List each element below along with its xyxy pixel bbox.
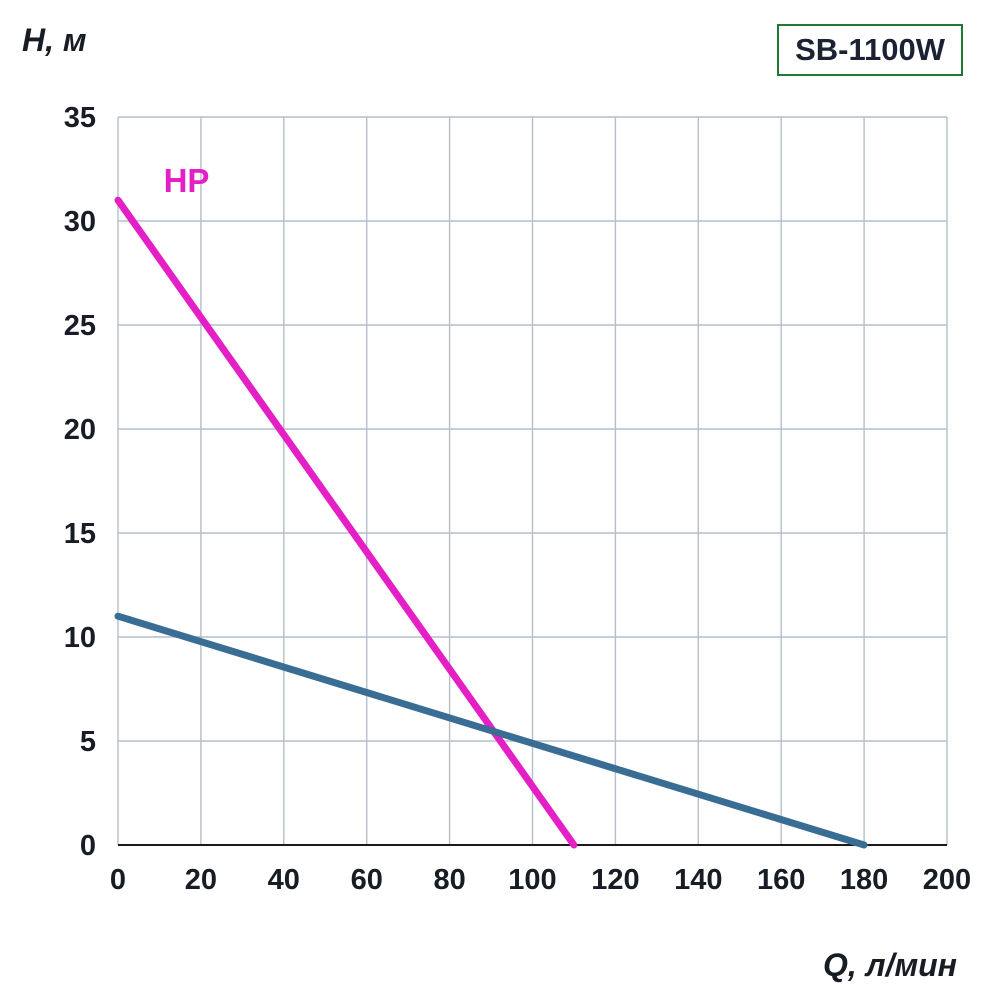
flow-head-curve — [114, 612, 868, 849]
x-tick-label: 200 — [923, 864, 971, 896]
y-axis-title: H, м — [22, 22, 87, 58]
x-tick-label: 40 — [268, 864, 300, 896]
x-tick-label: 120 — [591, 864, 639, 896]
x-axis-title: Q, л/мин — [822, 947, 957, 983]
hp-curve-label: HP — [164, 162, 210, 199]
y-tick-label: 10 — [64, 622, 96, 654]
y-tick-label: 0 — [80, 830, 96, 862]
y-tick-label: 15 — [64, 518, 96, 550]
x-tick-label: 100 — [508, 864, 556, 896]
x-tick-label: 60 — [351, 864, 383, 896]
x-tick-label: 20 — [185, 864, 217, 896]
y-tick-label: 25 — [64, 310, 96, 342]
y-tick-label: 5 — [80, 726, 96, 758]
x-tick-label: 180 — [840, 864, 888, 896]
x-tick-label: 0 — [110, 864, 126, 896]
y-tick-label: 30 — [64, 206, 96, 238]
x-tick-label: 160 — [757, 864, 805, 896]
grid — [117, 116, 948, 846]
hp-curve — [114, 196, 578, 849]
model-badge: SB-1100W — [777, 24, 963, 76]
y-tick-label: 35 — [64, 102, 96, 134]
y-tick-label: 20 — [64, 414, 96, 446]
x-tick-label: 80 — [433, 864, 465, 896]
x-tick-label: 140 — [674, 864, 722, 896]
